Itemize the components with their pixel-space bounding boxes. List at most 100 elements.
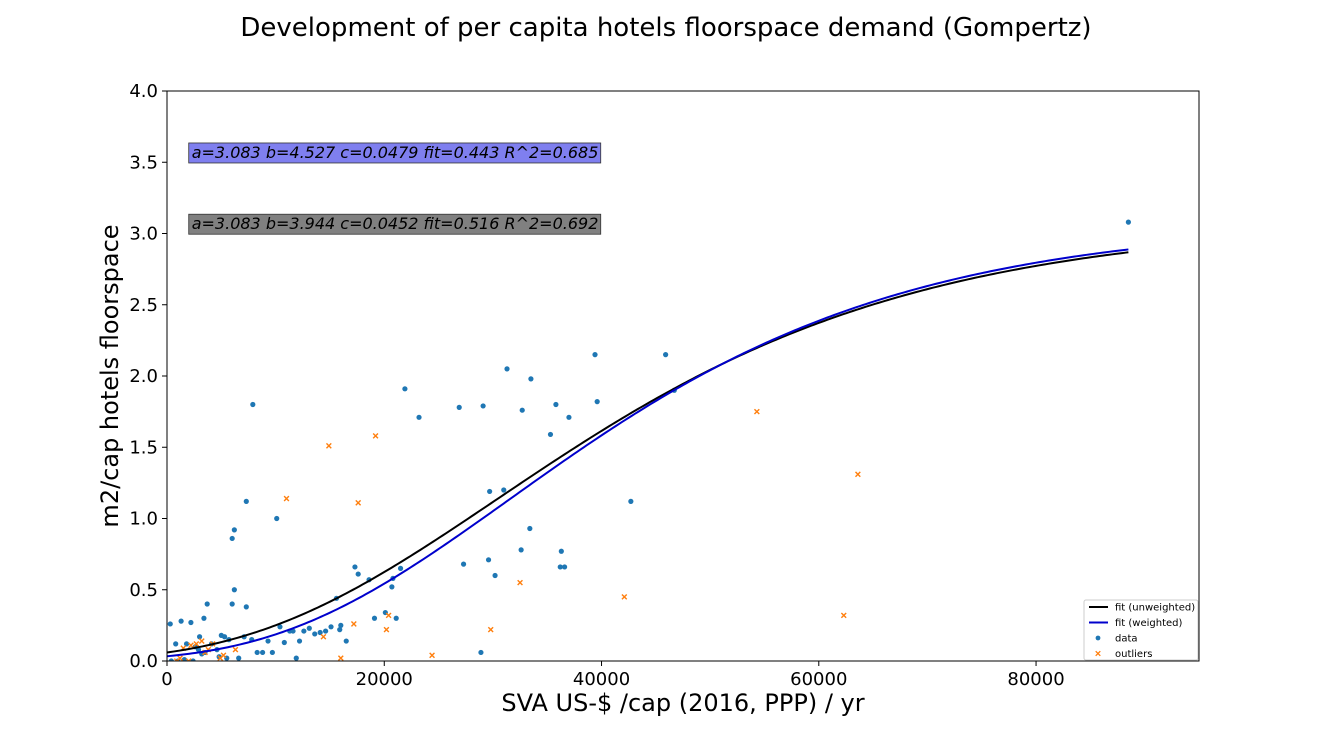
data-point: [343, 638, 349, 644]
outlier-point: [217, 655, 224, 661]
plot-frame: [166, 90, 1200, 662]
data-point: [518, 547, 524, 553]
data-point: [312, 631, 318, 637]
data-point: [277, 624, 283, 630]
data-point: [293, 655, 299, 661]
y-tick-label: 1.0: [129, 509, 158, 530]
data-point: [274, 515, 280, 522]
outlier-point: [232, 646, 239, 653]
outlier-point: [193, 641, 200, 647]
data-point: [501, 487, 507, 493]
data-point: [527, 525, 533, 532]
chart-title: Development of per capita hotels floorsp…: [240, 13, 1091, 43]
outlier-point: [429, 652, 435, 659]
data-point: [519, 407, 525, 413]
data-point: [557, 564, 563, 570]
series-data: [167, 219, 1131, 661]
plot-area-content: [167, 219, 1131, 661]
legend-box: [1083, 599, 1199, 661]
x-axis-label: SVA US-$ /cap (2016, PPP) / yr: [501, 689, 864, 717]
data-point: [178, 618, 184, 624]
y-tick-label: 2.0: [129, 366, 158, 387]
fit-line: [167, 251, 1129, 654]
data-point: [231, 527, 237, 533]
fit-annotation-box: [188, 142, 602, 164]
data-point: [229, 535, 235, 542]
outlier-point: [320, 633, 327, 640]
outlier-point: [383, 626, 390, 633]
data-point: [243, 604, 249, 610]
data-point: [566, 414, 572, 420]
data-point: [594, 399, 600, 405]
y-tick-label: 0.0: [129, 651, 158, 672]
data-point: [229, 601, 235, 607]
data-point: [352, 564, 358, 570]
legend-label: fit (weighted): [1115, 618, 1183, 629]
data-point: [561, 564, 568, 570]
data-point: [204, 601, 210, 607]
outlier-point: [355, 499, 362, 506]
data-point: [250, 401, 256, 408]
data-point: [196, 634, 203, 640]
y-tick-label: 3.5: [129, 152, 158, 173]
data-point: [167, 621, 173, 627]
data-point: [317, 629, 323, 636]
outlier-point: [337, 655, 344, 661]
y-tick-label: 4.0: [129, 81, 158, 102]
data-point: [301, 628, 307, 634]
data-point: [201, 615, 207, 621]
y-tick-label: 1.5: [129, 437, 158, 458]
y-tick-label: 0.5: [129, 580, 158, 601]
data-point: [460, 561, 467, 567]
legend-label: outliers: [1115, 649, 1152, 660]
outlier-point: [185, 658, 192, 661]
data-point: [558, 548, 564, 554]
data-point: [547, 431, 554, 438]
data-point: [402, 386, 408, 392]
data-point: [281, 639, 287, 646]
y-axis-label: m2/cap hotels floorspace: [96, 224, 124, 527]
data-point: [221, 634, 228, 640]
data-point: [1125, 219, 1131, 225]
data-point: [456, 404, 462, 410]
legend-label: fit (unweighted): [1115, 603, 1195, 614]
outlier-point: [198, 638, 205, 644]
fit-annotation-text: a=3.083 b=3.944 c=0.0452 fit=0.516 R^2=0…: [192, 214, 599, 233]
outlier-point: [173, 658, 180, 661]
data-point: [269, 649, 275, 656]
legend-label: data: [1115, 634, 1138, 645]
data-point: [371, 615, 378, 621]
data-point: [173, 641, 179, 647]
series-outliers: [173, 408, 861, 661]
data-point: [181, 656, 187, 661]
data-point: [188, 619, 194, 626]
data-point: [504, 366, 510, 372]
data-point: [183, 641, 190, 647]
fit-annotation-box: [188, 213, 602, 235]
fit-annotation-text: a=3.083 b=4.527 c=0.0479 fit=0.443 R^2=0…: [192, 143, 599, 162]
fit-line: [167, 248, 1129, 658]
data-point: [338, 622, 344, 628]
data-point: [592, 352, 598, 358]
data-point: [553, 401, 559, 408]
legend: fit (unweighted) fit (weighted) data outlie…: [1083, 599, 1199, 661]
outlier-point: [621, 593, 628, 600]
legend-marker: [1095, 650, 1101, 657]
data-point: [168, 658, 174, 661]
data-point: [254, 649, 260, 656]
legend-marker: [1095, 635, 1101, 641]
y-tick-label: 3.0: [129, 224, 158, 245]
data-point: [478, 649, 484, 656]
y-tick-label: 2.5: [129, 295, 158, 316]
x-tick-label: 40000: [573, 669, 630, 690]
data-point: [323, 628, 329, 634]
data-point: [355, 571, 361, 577]
outlier-point: [753, 408, 760, 415]
data-point: [492, 572, 498, 579]
outlier-point: [840, 612, 847, 619]
x-tick-label: 0: [161, 669, 172, 690]
outlier-point: [350, 621, 357, 627]
outlier-point: [325, 442, 332, 449]
data-point: [397, 565, 404, 571]
